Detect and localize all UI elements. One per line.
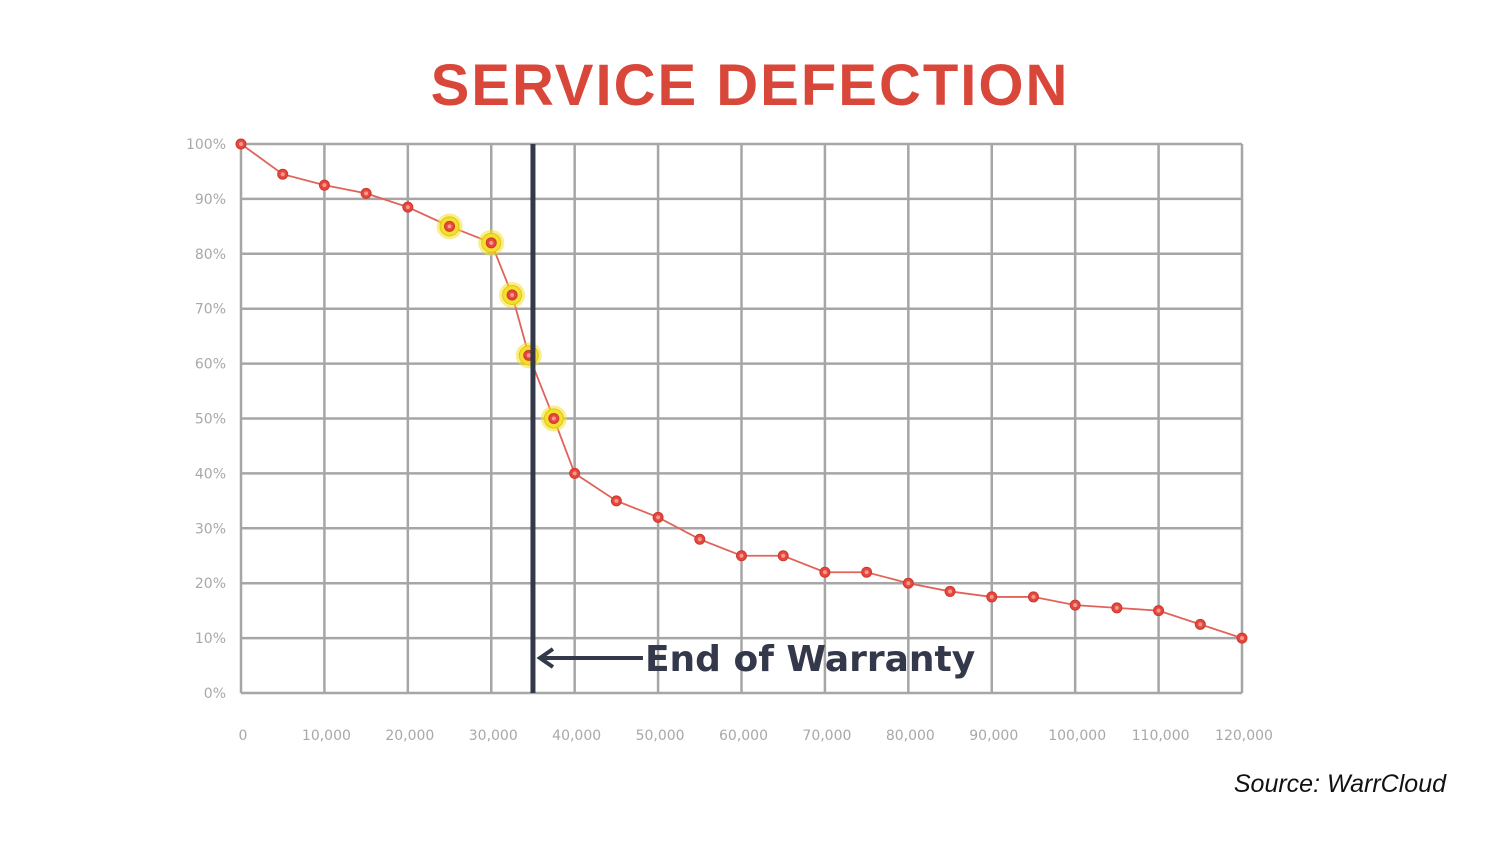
data-point-center <box>1156 608 1161 613</box>
x-tick-label: 70,000 <box>802 728 851 744</box>
data-point-center <box>1198 622 1203 627</box>
y-tick-label: 10% <box>195 631 226 647</box>
chart-title: SERVICE DEFECTION <box>430 53 1070 118</box>
grid <box>239 142 1244 695</box>
y-tick-label: 50% <box>195 412 226 428</box>
x-tick-label: 80,000 <box>886 728 935 744</box>
data-point-center <box>489 240 494 245</box>
data-point-center <box>364 191 369 196</box>
data-point-center <box>551 416 556 421</box>
data-point-center <box>614 498 619 503</box>
x-tick-label: 90,000 <box>969 728 1018 744</box>
data-point-center <box>1031 594 1036 599</box>
x-tick-label: 40,000 <box>552 728 601 744</box>
y-tick-label: 100% <box>186 137 226 153</box>
y-tick-label: 60% <box>195 357 226 373</box>
data-point-center <box>405 205 410 210</box>
x-tick-label: 120,000 <box>1215 728 1273 744</box>
series-defection <box>235 138 1248 644</box>
data-point-center <box>948 589 953 594</box>
x-tick-label: 110,000 <box>1132 728 1190 744</box>
data-point-center <box>822 570 827 575</box>
warranty-arrow-head <box>536 647 555 669</box>
warranty-annotation: End of Warranty <box>530 144 975 693</box>
x-axis-ticks: 0 10,000 20,000 30,000 40,000 50,000 60,000 70,… <box>239 728 1273 744</box>
data-point-center <box>989 594 994 599</box>
y-tick-label: 70% <box>195 302 226 318</box>
x-tick-label: 20,000 <box>385 728 434 744</box>
y-tick-label: 30% <box>195 521 226 537</box>
x-tick-label: 60,000 <box>719 728 768 744</box>
y-tick-label: 80% <box>195 247 226 263</box>
y-tick-label: 0% <box>204 686 226 702</box>
data-point-center <box>906 581 911 586</box>
x-tick-label: 10,000 <box>302 728 351 744</box>
y-tick-label: 40% <box>195 466 226 482</box>
data-point-center <box>510 292 515 297</box>
data-point-center <box>656 515 661 520</box>
data-point-center <box>1073 603 1078 608</box>
data-point-center <box>447 224 452 229</box>
data-point-center <box>1114 605 1119 610</box>
x-tick-label: 0 <box>239 728 248 744</box>
data-point-center <box>572 471 577 476</box>
data-point-center <box>864 570 869 575</box>
source-note: Source: WarrCloud <box>1233 770 1446 798</box>
x-tick-label: 100,000 <box>1048 728 1106 744</box>
data-point-center <box>781 553 786 558</box>
y-axis-ticks: 0% 10% 20% 30% 40% 50% 60% 70% 80% 90% 100% <box>186 137 226 702</box>
data-point-center <box>526 353 531 358</box>
x-tick-label: 30,000 <box>469 728 518 744</box>
data-point-center <box>322 183 327 188</box>
data-point-center <box>1240 636 1244 641</box>
data-point-center <box>697 537 702 542</box>
y-tick-label: 20% <box>195 576 226 592</box>
warranty-label: End of Warranty <box>645 639 975 680</box>
data-point-center <box>280 172 285 177</box>
y-tick-label: 90% <box>195 192 226 208</box>
data-point-center <box>739 553 744 558</box>
x-tick-label: 50,000 <box>636 728 685 744</box>
data-point-center <box>239 142 243 146</box>
